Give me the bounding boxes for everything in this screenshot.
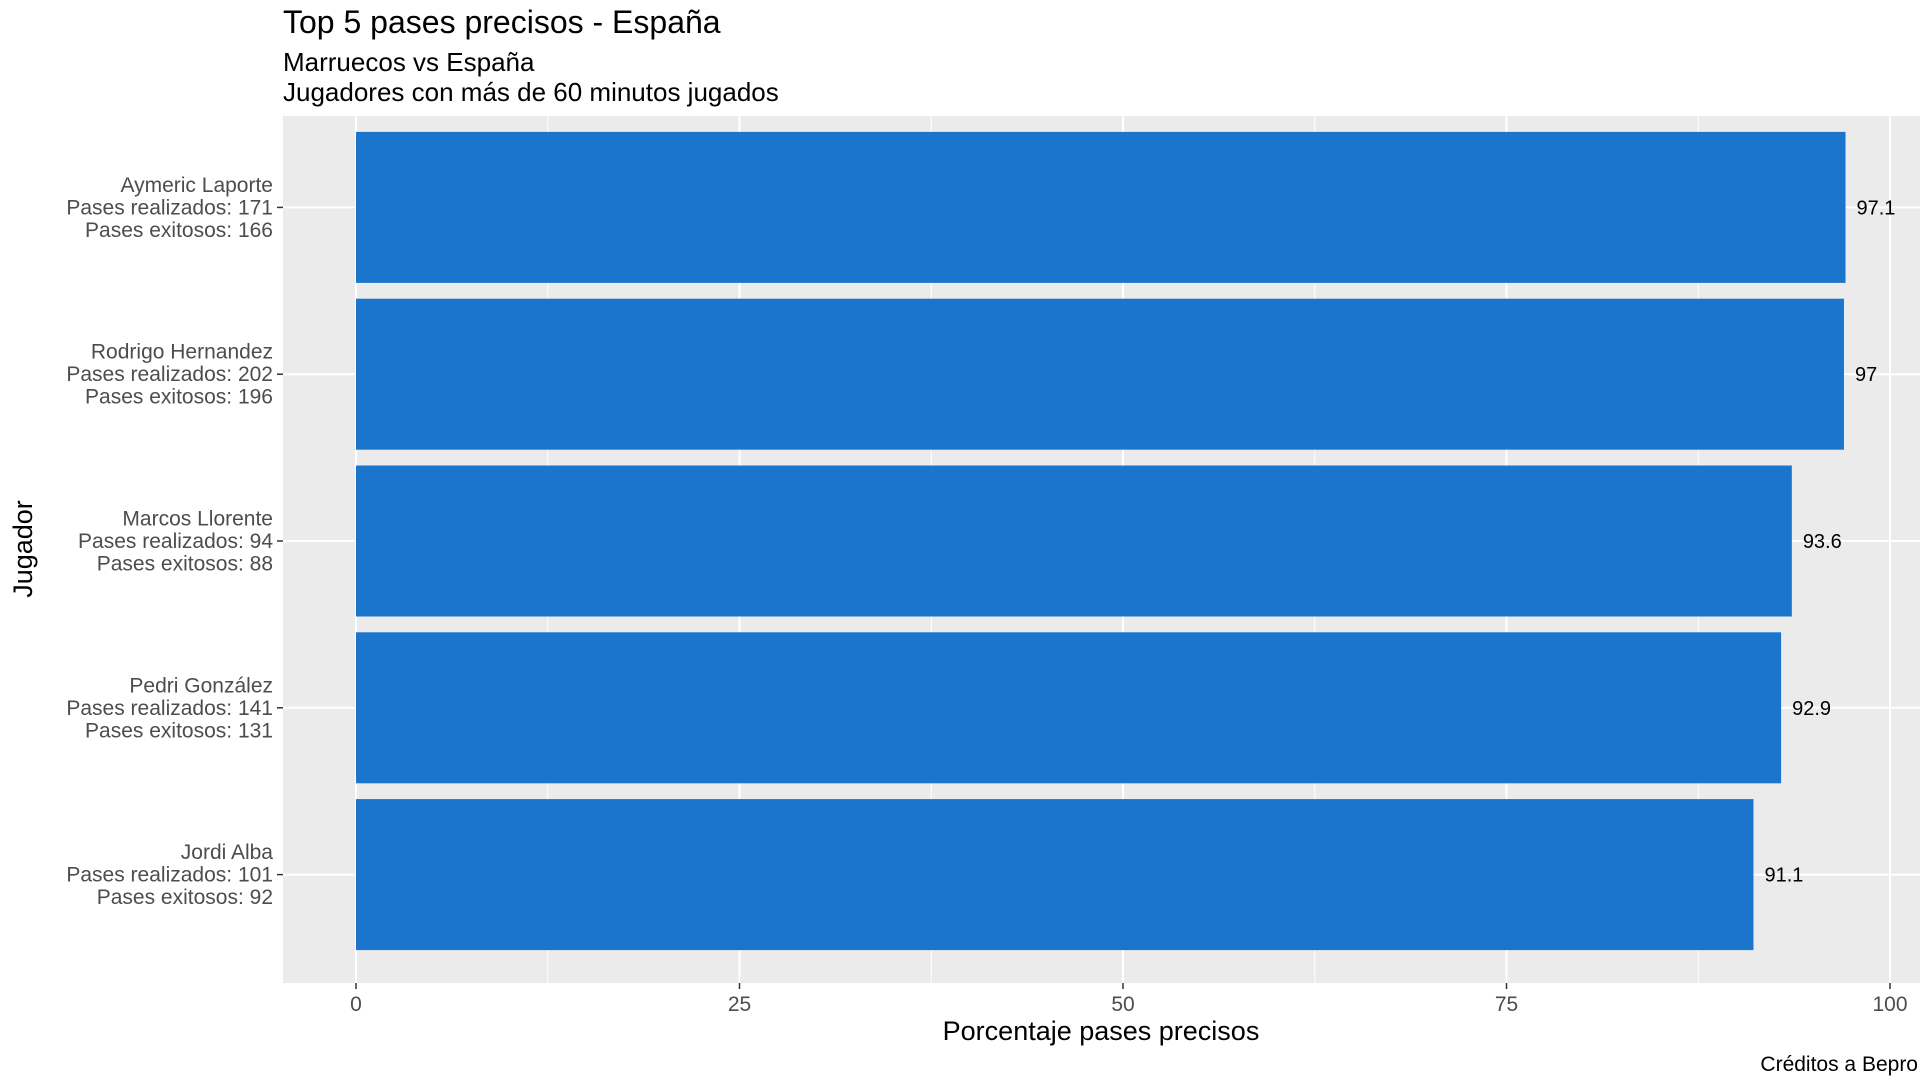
x-axis-ticks: 0 25 50 75 100: [350, 983, 1908, 1016]
y-tick-label: Rodrigo Hernandez Pases realizados: 202 Pa…: [66, 341, 273, 409]
bar: [356, 298, 1844, 450]
x-tick-label: 25: [728, 993, 751, 1016]
y-tick-label-line: Jordi Alba: [181, 841, 274, 864]
bar-value-label: 97: [1855, 364, 1877, 386]
bar: [356, 632, 1782, 784]
y-tick-label-line: Rodrigo Hernandez: [91, 341, 273, 364]
bar-value-label: 97.1: [1857, 197, 1896, 219]
y-tick-label-line: Marcos Llorente: [122, 508, 273, 531]
x-tick-label: 100: [1872, 993, 1907, 1016]
y-tick-label-line: Pases realizados: 171: [66, 196, 273, 219]
bars: [356, 131, 1846, 951]
y-tick-label-line: Pases realizados: 141: [66, 697, 273, 720]
bar: [356, 465, 1792, 617]
x-tick-label: 75: [1495, 993, 1518, 1016]
y-tick-label-line: Pases exitosos: 88: [97, 553, 273, 576]
y-tick-label-line: Pases exitosos: 131: [85, 719, 273, 742]
chart-subtitle-line-1: Marruecos vs España: [283, 47, 535, 77]
y-tick-label-line: Aymeric Laporte: [120, 174, 273, 197]
y-tick-label: Aymeric Laporte Pases realizados: 171 Pase…: [66, 174, 273, 242]
value-labels: 97.1 97 93.6 92.9 91.1: [1764, 197, 1895, 886]
bar-value-label: 92.9: [1792, 698, 1831, 720]
y-axis-title: Jugador: [8, 500, 38, 598]
x-tick-label: 50: [1111, 993, 1134, 1016]
chart-subtitle-line-2: Jugadores con más de 60 minutos jugados: [283, 77, 779, 107]
y-tick-label-line: Pases exitosos: 166: [85, 219, 273, 242]
x-axis-title: Porcentaje pases precisos: [943, 1016, 1260, 1046]
y-tick-label-line: Pases exitosos: 92: [97, 886, 273, 909]
bar-value-label: 91.1: [1764, 865, 1803, 887]
y-tick-label: Marcos Llorente Pases realizados: 94 Pases…: [78, 508, 273, 576]
y-tick-label: Jordi Alba Pases realizados: 101 Pases exi…: [66, 841, 273, 909]
bar: [356, 799, 1754, 951]
y-tick-label-line: Pases realizados: 101: [66, 864, 273, 887]
y-tick-label-line: Pases exitosos: 196: [85, 386, 273, 409]
y-tick-label-line: Pedri González: [129, 674, 273, 697]
chart-title: Top 5 pases precisos - España: [283, 4, 721, 40]
y-tick-label-line: Pases realizados: 202: [66, 363, 273, 386]
y-tick-label: Pedri González Pases realizados: 141 Pases…: [66, 674, 273, 742]
chart-caption: Créditos a Bepro: [1760, 1053, 1918, 1076]
y-axis-ticks: Aymeric Laporte Pases realizados: 171 Pase…: [66, 174, 283, 909]
x-tick-label: 0: [350, 993, 362, 1016]
bar-value-label: 93.6: [1803, 531, 1842, 553]
y-tick-label-line: Pases realizados: 94: [78, 530, 273, 553]
bar: [356, 131, 1846, 283]
